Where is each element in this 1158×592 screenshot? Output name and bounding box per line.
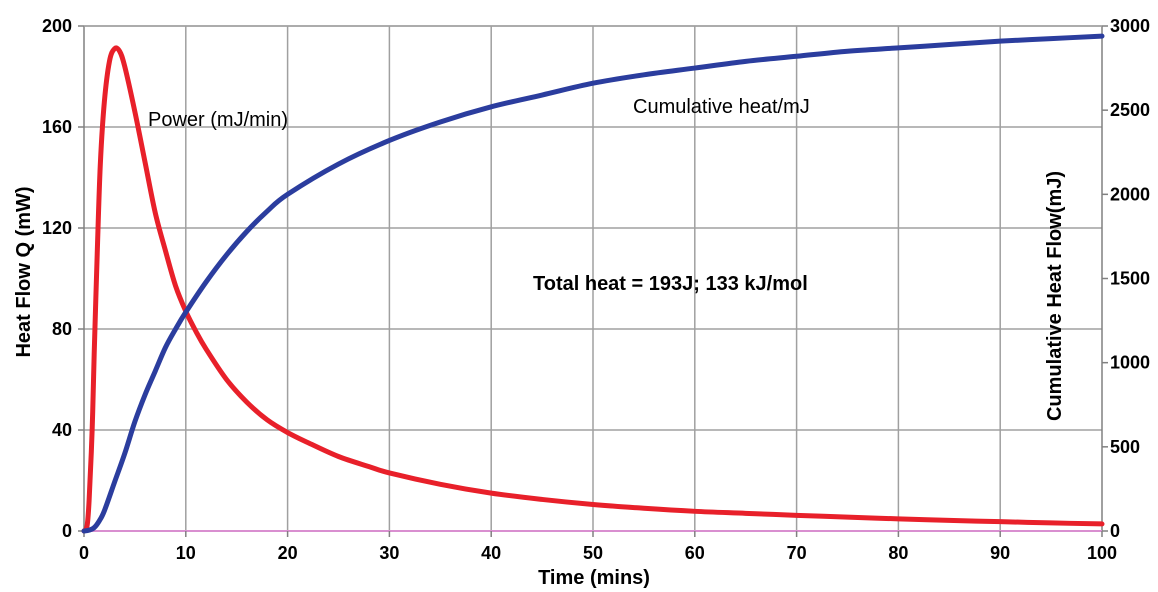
axes <box>78 25 1108 537</box>
total-heat-annotation: Total heat = 193J; 133 kJ/mol <box>533 273 808 295</box>
x-tick-label: 80 <box>888 543 908 563</box>
y-tick-label: 160 <box>42 117 72 137</box>
x-tick-label: 40 <box>481 543 501 563</box>
series-label-power: Power (mJ/min) <box>148 109 288 131</box>
tick-labels: 0 10 20 30 40 50 60 70 80 90 100040801201602000500… <box>42 16 1150 563</box>
x-tick-label: 20 <box>278 543 298 563</box>
y2-tick-label: 2500 <box>1110 100 1150 120</box>
cumulative-heat-line <box>81 33 1105 534</box>
x-tick-label: 50 <box>583 543 603 563</box>
y-tick-label: 80 <box>52 319 72 339</box>
y2-tick-label: 2000 <box>1110 184 1150 204</box>
y2-axis-title: Cumulative Heat Flow(mJ) <box>1044 171 1066 421</box>
series-label-cumulative: Cumulative heat/mJ <box>633 96 810 118</box>
y-tick-label: 40 <box>52 420 72 440</box>
x-tick-label: 60 <box>685 543 705 563</box>
x-axis-title: Time (mins) <box>538 567 650 589</box>
y-tick-label: 200 <box>42 16 72 36</box>
y-tick-label: 0 <box>62 521 72 541</box>
x-tick-label: 0 <box>79 543 89 563</box>
y2-tick-label: 0 <box>1110 521 1120 541</box>
x-tick-label: 30 <box>379 543 399 563</box>
y2-tick-label: 500 <box>1110 437 1140 457</box>
x-tick-label: 70 <box>787 543 807 563</box>
power-line <box>81 45 1105 534</box>
x-tick-label: 90 <box>990 543 1010 563</box>
series-lines <box>81 33 1105 534</box>
y-axis-title: Heat Flow Q (mW) <box>13 186 35 357</box>
y-tick-label: 120 <box>42 218 72 238</box>
y2-tick-label: 1000 <box>1110 353 1150 373</box>
x-tick-label: 100 <box>1087 543 1117 563</box>
y2-tick-label: 3000 <box>1110 16 1150 36</box>
x-tick-label: 10 <box>176 543 196 563</box>
y2-tick-label: 1500 <box>1110 269 1150 289</box>
